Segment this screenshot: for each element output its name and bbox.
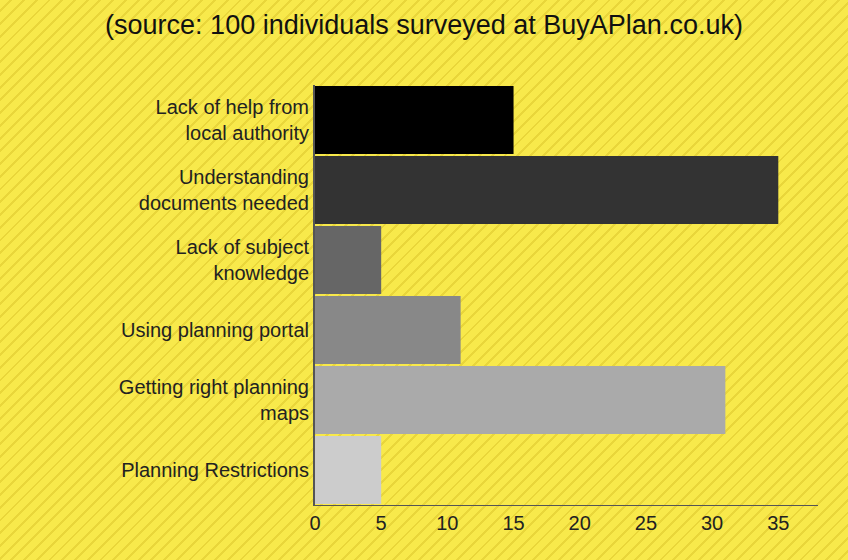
- svg-text:Getting right planningmaps: Getting right planningmaps: [119, 376, 309, 424]
- svg-text:Using planning portal: Using planning portal: [121, 319, 309, 341]
- svg-text:35: 35: [767, 512, 789, 534]
- svg-text:10: 10: [436, 512, 458, 534]
- svg-text:Lack of help fromlocal authori: Lack of help fromlocal authority: [156, 96, 309, 144]
- svg-text:(source: 100 individuals surve: (source: 100 individuals surveyed at Buy…: [105, 10, 743, 40]
- svg-text:Understandingdocuments needed: Understandingdocuments needed: [139, 166, 309, 214]
- svg-text:Lack of subjectknowledge: Lack of subjectknowledge: [176, 236, 310, 284]
- svg-text:30: 30: [701, 512, 723, 534]
- svg-text:Planning Restrictions: Planning Restrictions: [121, 459, 309, 481]
- svg-text:5: 5: [376, 512, 387, 534]
- svg-text:20: 20: [569, 512, 591, 534]
- svg-text:15: 15: [502, 512, 524, 534]
- svg-text:25: 25: [635, 512, 657, 534]
- svg-text:0: 0: [309, 512, 320, 534]
